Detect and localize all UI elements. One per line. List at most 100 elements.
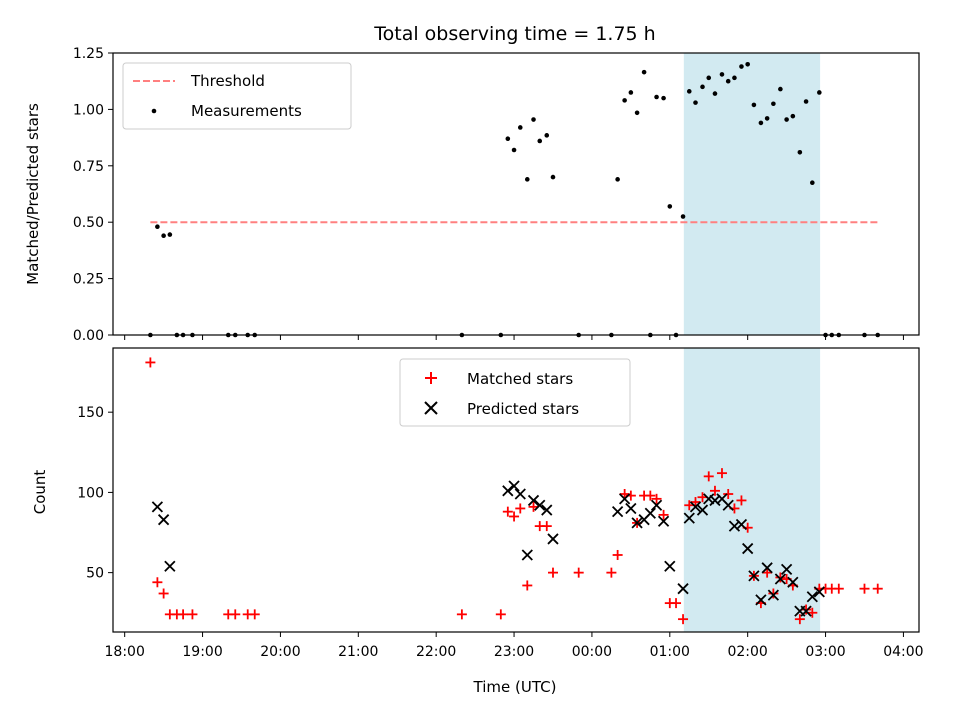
measurement-point [615,177,620,182]
matched-star-point [684,500,695,511]
matched-star-point [872,583,883,594]
matched-star-point [859,583,870,594]
predicted-star-point [644,507,656,519]
x-tick-label: 19:00 [182,644,222,660]
predicted-star-point [755,594,767,606]
x-tick-label: 20:00 [260,644,300,660]
measurement-point [641,69,647,75]
x-tick-label: 03:00 [805,644,845,660]
bottom-panel-frame [112,347,920,633]
bottom-legend: Matched stars Predicted stars [399,358,631,427]
top-y-tick-label: 0.00 [73,328,104,344]
x-axis-label: Time (UTC) [473,678,557,696]
measurement-point [719,72,725,77]
measurement-point [544,133,550,138]
x-tick-label: 01:00 [650,644,690,660]
predicted-star-point [696,504,709,516]
matched-star-point [723,489,734,500]
matched-star-point [606,567,617,578]
predicted-star-point [787,576,799,588]
legend-predicted-label: Predicted stars [467,400,579,418]
measurement-point [167,232,173,237]
x-tick-label: 04:00 [883,644,923,660]
matched-star-point [762,567,773,578]
top-y-tick-label: 0.75 [73,159,104,175]
measurement-point [531,117,536,122]
top-y-tick-label: 1.25 [73,46,104,62]
predicted-star-point [664,560,676,572]
measurement-point [712,91,718,96]
predicted-star-point [748,570,760,582]
predicted-star-point [618,493,631,505]
matched-star-point [807,607,818,618]
top-legend-box [122,62,352,130]
predicted-star-point [657,515,670,527]
matched-star-point [794,614,805,625]
matched-star-point [152,577,163,588]
measurement-point [797,149,803,155]
matched-star-point [456,609,467,620]
predicted-star-point [547,533,559,545]
matched-star-point [697,492,708,503]
measurement-point [155,224,160,230]
matched-star-point [230,609,241,620]
bottom-y-tick-label: 50 [86,566,104,582]
bottom-panel: 50 100 150 18:00 19:00 20:00 21:00 22:00 23:00 0… [31,347,924,696]
predicted-star-point [774,573,787,585]
predicted-star-point [683,512,695,524]
measurement-point [817,90,822,95]
matched-star-point [709,485,720,496]
predicted-star-point [767,589,780,601]
measurement-point [667,204,673,209]
matched-star-point [619,489,630,500]
measurement-point [725,78,731,84]
matched-star-point [736,495,747,506]
measurement-point [628,90,634,95]
matched-star-point [541,521,552,532]
bottom-legend-box [399,358,631,427]
predicted-star-point [625,502,637,515]
predicted-star-point [631,517,643,529]
legend-predicted-swatch [424,401,438,415]
matched-star-point [690,497,701,508]
predicted-star-point [541,504,553,516]
measurement-point [524,177,530,182]
measurement-point [790,113,796,119]
matched-star-point [703,471,714,482]
predicted-star-point [151,501,164,513]
legend-matched-label: Matched stars [467,370,573,388]
matched-star-point [528,501,539,512]
top-legend: Threshold Measurements [122,62,352,130]
measurement-point [622,98,627,103]
measurement-point [784,117,789,122]
matched-star-point [801,604,812,615]
predicted-star-point [813,586,825,598]
legend-matched-swatch [425,372,437,384]
matched-star-point [612,549,623,560]
bottom-shaded-span [683,348,821,632]
matched-star-point [658,509,669,520]
matched-star-point [509,511,520,522]
measurement-point [680,214,686,219]
matched-star-point [775,572,786,583]
predicted-star-point [534,499,546,511]
matched-star-point [678,614,689,625]
measurement-point [778,86,783,92]
top-shaded-span [683,53,821,335]
matched-star-point [158,588,169,599]
matched-star-point [515,503,526,514]
measurement-point [537,138,543,144]
predicted-star-point [742,542,754,555]
measurement-point [686,89,692,94]
matched-star-point [573,567,584,578]
matched-star-point [651,493,662,504]
predicted-star-point [722,499,734,511]
matched-star-point [768,588,779,599]
top-panel: 0.00 0.25 0.50 0.75 1.00 1.25 Matched/Predict… [24,46,920,344]
predicted-star-point [164,560,176,572]
x-tick-label: 02:00 [727,644,767,660]
x-tick-label: 23:00 [494,644,534,660]
measurement-point [764,116,770,121]
measurement-point [505,136,511,142]
